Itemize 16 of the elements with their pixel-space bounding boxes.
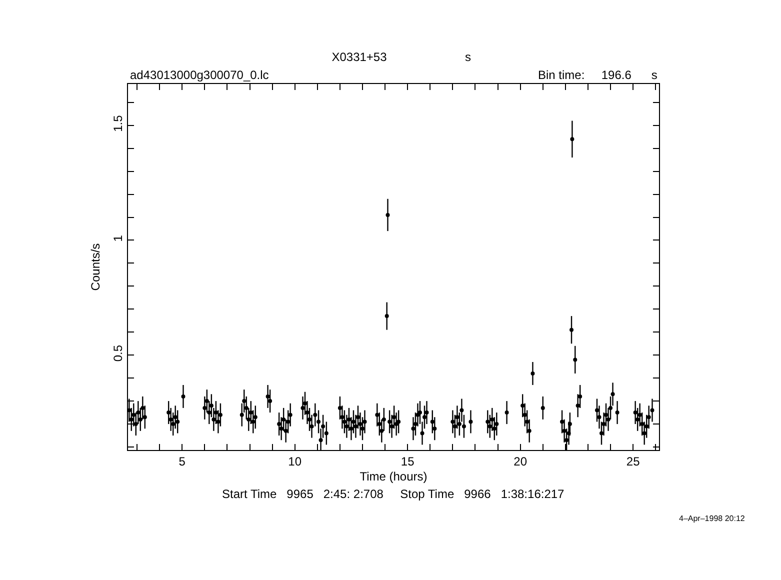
text: 4–Apr–1998 20:12 [679, 514, 746, 523]
x-tick-label: 25 [626, 454, 640, 468]
y-tick-label: 1.5 [111, 114, 126, 132]
x-axis-title: Time (hours) [360, 469, 428, 484]
chart-title: X0331+53 [332, 50, 388, 64]
x-tick-label: 10 [288, 454, 302, 468]
text: ad43013000g300070_0.lc [130, 68, 269, 82]
x-tick-label: 15 [400, 454, 415, 468]
y-tick-label: 1 [111, 234, 126, 242]
x-tick-label: 20 [514, 454, 528, 468]
y-tick-label: 0.5 [111, 344, 126, 362]
x-tick-label: 5 [178, 454, 186, 468]
text: Bin time: 196.6 s [538, 68, 658, 82]
y-axis-title: Counts/s [88, 243, 102, 291]
text: s [465, 50, 471, 64]
text: Start Time 9965 2:45: 2:708 Stop Time 9966 1:38:16:217 [222, 487, 565, 501]
